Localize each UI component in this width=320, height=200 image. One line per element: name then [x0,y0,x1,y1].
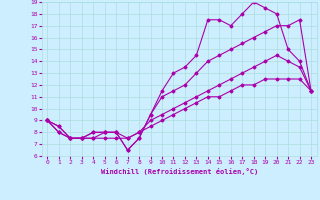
X-axis label: Windchill (Refroidissement éolien,°C): Windchill (Refroidissement éolien,°C) [100,168,258,175]
